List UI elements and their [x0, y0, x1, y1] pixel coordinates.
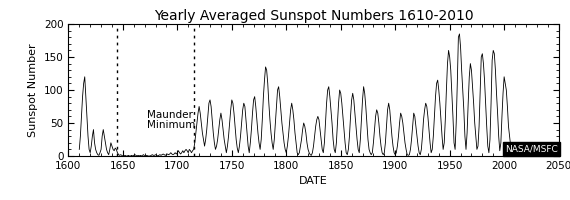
- Text: Minimum: Minimum: [147, 120, 195, 130]
- X-axis label: DATE: DATE: [299, 176, 328, 186]
- Title: Yearly Averaged Sunspot Numbers 1610-2010: Yearly Averaged Sunspot Numbers 1610-201…: [154, 9, 473, 23]
- Text: NASA/MSFC: NASA/MSFC: [505, 144, 557, 153]
- Text: Maunder: Maunder: [147, 110, 193, 120]
- Y-axis label: Sunspot Number: Sunspot Number: [28, 43, 38, 137]
